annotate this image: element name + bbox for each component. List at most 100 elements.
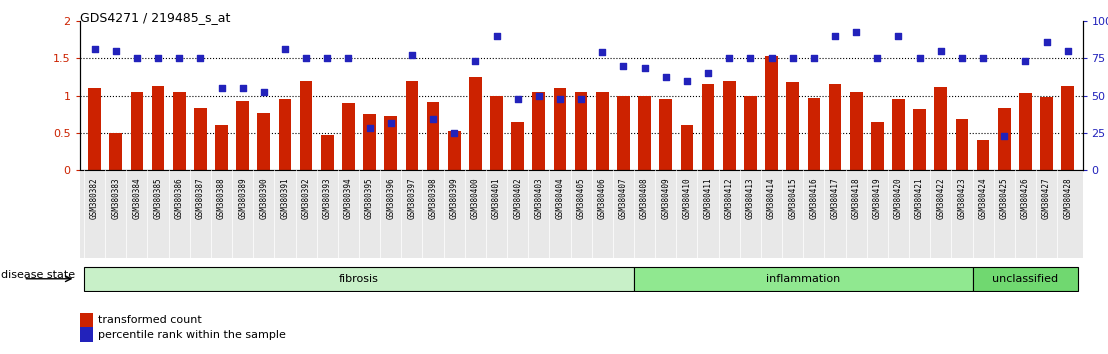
Point bbox=[720, 56, 738, 61]
Text: GSM380390: GSM380390 bbox=[259, 177, 268, 219]
Point bbox=[424, 116, 442, 122]
Text: GSM380393: GSM380393 bbox=[322, 177, 331, 219]
Bar bbox=[913, 109, 926, 170]
Text: GSM380385: GSM380385 bbox=[154, 177, 163, 219]
Bar bbox=[955, 119, 968, 170]
Text: GSM380410: GSM380410 bbox=[683, 177, 691, 219]
Point bbox=[1016, 58, 1034, 63]
Point bbox=[466, 58, 484, 63]
Text: GSM380404: GSM380404 bbox=[555, 177, 564, 219]
Bar bbox=[1040, 97, 1053, 170]
Text: GSM380427: GSM380427 bbox=[1042, 177, 1051, 219]
Text: GSM380409: GSM380409 bbox=[661, 177, 670, 219]
Bar bbox=[596, 92, 608, 170]
Point bbox=[636, 65, 654, 71]
Point bbox=[678, 78, 696, 84]
Bar bbox=[384, 116, 397, 170]
Text: GSM380413: GSM380413 bbox=[746, 177, 755, 219]
Text: GSM380394: GSM380394 bbox=[343, 177, 353, 219]
Text: GSM380407: GSM380407 bbox=[619, 177, 628, 219]
Text: GSM380402: GSM380402 bbox=[513, 177, 522, 219]
Bar bbox=[745, 96, 757, 170]
Text: GSM380418: GSM380418 bbox=[852, 177, 861, 219]
Point bbox=[530, 93, 547, 98]
Text: GSM380405: GSM380405 bbox=[576, 177, 586, 219]
Text: GSM380411: GSM380411 bbox=[704, 177, 712, 219]
Text: GSM380386: GSM380386 bbox=[175, 177, 184, 219]
Bar bbox=[934, 87, 947, 170]
Bar bbox=[554, 88, 566, 170]
Point bbox=[106, 48, 124, 54]
Text: GSM380403: GSM380403 bbox=[534, 177, 543, 219]
Text: GSM380412: GSM380412 bbox=[725, 177, 733, 219]
Bar bbox=[1061, 86, 1074, 170]
Bar bbox=[406, 81, 418, 170]
Text: GSM380382: GSM380382 bbox=[90, 177, 99, 219]
Bar bbox=[194, 108, 207, 170]
Bar bbox=[575, 92, 587, 170]
Text: GSM380419: GSM380419 bbox=[873, 177, 882, 219]
Text: GSM380400: GSM380400 bbox=[471, 177, 480, 219]
Point bbox=[382, 120, 400, 126]
Point bbox=[213, 85, 230, 91]
Bar bbox=[215, 125, 228, 170]
Point bbox=[192, 56, 209, 61]
Bar bbox=[977, 140, 989, 170]
Point bbox=[1059, 48, 1077, 54]
Text: GSM380428: GSM380428 bbox=[1064, 177, 1073, 219]
Point bbox=[827, 33, 844, 39]
Point bbox=[848, 29, 865, 35]
Text: fibrosis: fibrosis bbox=[339, 274, 379, 284]
Point bbox=[953, 56, 971, 61]
Bar bbox=[533, 92, 545, 170]
Point bbox=[318, 56, 336, 61]
Point bbox=[1038, 39, 1056, 45]
Text: GSM380395: GSM380395 bbox=[366, 177, 375, 219]
Point bbox=[255, 89, 273, 95]
Text: GSM380406: GSM380406 bbox=[598, 177, 607, 219]
FancyBboxPatch shape bbox=[973, 267, 1078, 291]
Text: GSM380408: GSM380408 bbox=[640, 177, 649, 219]
Text: GSM380399: GSM380399 bbox=[450, 177, 459, 219]
Point bbox=[488, 33, 505, 39]
Point bbox=[741, 56, 759, 61]
Point bbox=[932, 48, 950, 54]
Bar bbox=[173, 92, 185, 170]
Point bbox=[85, 47, 103, 52]
Text: GSM380384: GSM380384 bbox=[132, 177, 142, 219]
Point bbox=[551, 96, 568, 102]
Bar bbox=[131, 92, 143, 170]
Text: GSM380420: GSM380420 bbox=[894, 177, 903, 219]
Bar bbox=[659, 99, 673, 170]
Bar bbox=[110, 133, 122, 170]
Point bbox=[594, 50, 612, 55]
Text: inflammation: inflammation bbox=[766, 274, 840, 284]
Text: GSM380417: GSM380417 bbox=[831, 177, 840, 219]
Bar bbox=[1019, 93, 1032, 170]
Text: GSM380391: GSM380391 bbox=[280, 177, 289, 219]
Bar bbox=[766, 56, 778, 170]
Text: GSM380388: GSM380388 bbox=[217, 177, 226, 219]
Bar bbox=[89, 88, 101, 170]
Point bbox=[234, 85, 252, 91]
Text: GSM380401: GSM380401 bbox=[492, 177, 501, 219]
Text: GSM380398: GSM380398 bbox=[429, 177, 438, 219]
Point bbox=[509, 96, 526, 102]
Bar bbox=[680, 125, 694, 170]
Text: GSM380389: GSM380389 bbox=[238, 177, 247, 219]
Text: unclassified: unclassified bbox=[993, 274, 1058, 284]
Point bbox=[171, 56, 188, 61]
Bar bbox=[469, 77, 482, 170]
Point bbox=[573, 96, 591, 102]
Point bbox=[699, 70, 717, 76]
Text: GDS4271 / 219485_s_at: GDS4271 / 219485_s_at bbox=[80, 11, 230, 24]
Point bbox=[806, 56, 823, 61]
Point bbox=[657, 74, 675, 80]
Point bbox=[615, 63, 633, 69]
Bar bbox=[278, 99, 291, 170]
FancyBboxPatch shape bbox=[84, 267, 634, 291]
Text: GSM380425: GSM380425 bbox=[999, 177, 1008, 219]
Text: GSM380416: GSM380416 bbox=[809, 177, 819, 219]
Bar bbox=[998, 108, 1010, 170]
Point bbox=[150, 56, 167, 61]
